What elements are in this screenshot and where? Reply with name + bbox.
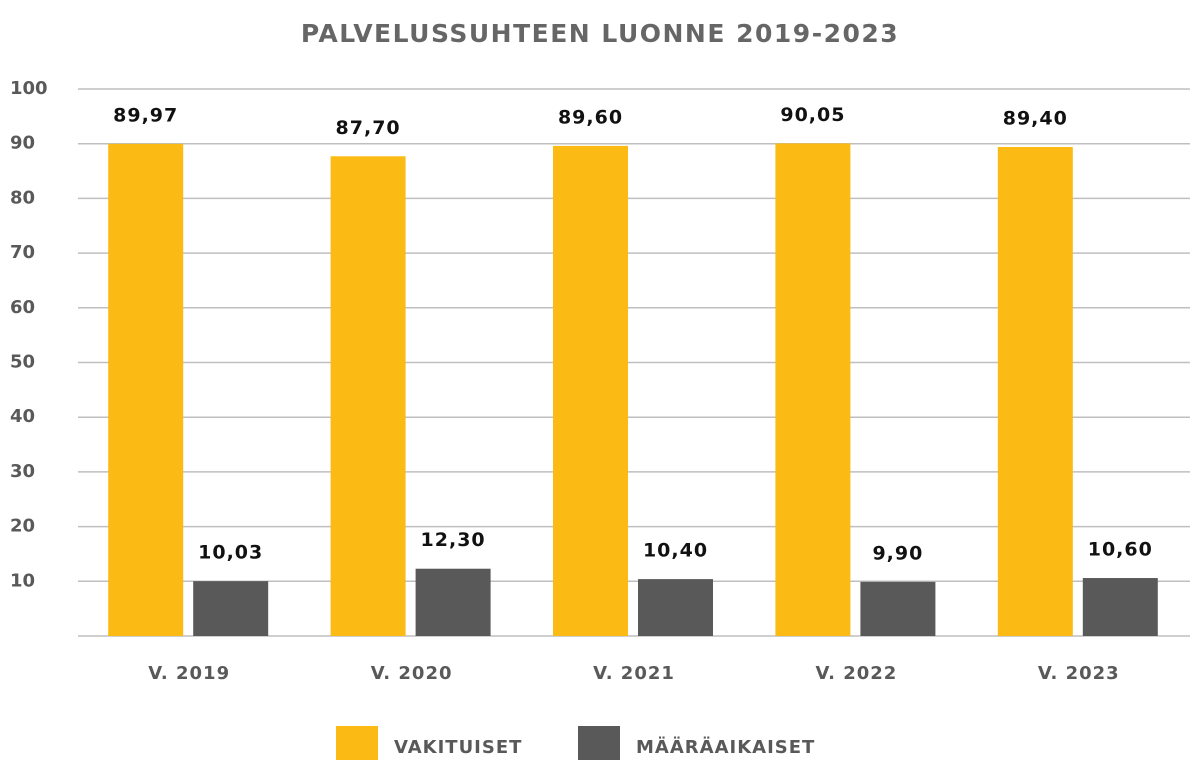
y-tick-label: 100 [10, 78, 48, 99]
legend-swatch [578, 726, 620, 760]
value-label: 90,05 [780, 104, 845, 126]
legend-label: MÄÄRÄAIKAISET [636, 736, 815, 758]
x-tick-label: V. 2019 [148, 663, 230, 684]
x-tick-label: V. 2022 [815, 663, 897, 684]
y-tick-label: 80 [10, 187, 35, 208]
y-tick-label: 40 [10, 406, 35, 427]
y-tick-label: 90 [10, 133, 35, 154]
y-tick-label: 50 [10, 352, 35, 373]
bar [415, 568, 491, 636]
chart-title: PALVELUSSUHTEEN LUONNE 2019-2023 [301, 19, 899, 48]
value-label: 89,97 [113, 104, 178, 126]
y-tick-label: 10 [10, 570, 35, 591]
bar [108, 143, 184, 636]
value-label: 10,03 [198, 542, 263, 564]
y-tick-label: 70 [10, 242, 35, 263]
bar [638, 579, 713, 636]
y-tick-label: 60 [10, 297, 35, 318]
value-label: 89,40 [1003, 107, 1068, 129]
bar [330, 156, 406, 636]
x-tick-label: V. 2021 [593, 663, 675, 684]
legend-swatch [336, 726, 378, 760]
x-tick-label: V. 2023 [1038, 663, 1120, 684]
bar [553, 145, 628, 636]
value-label: 87,70 [336, 117, 401, 139]
bar [997, 146, 1073, 636]
value-label: 10,40 [643, 540, 708, 562]
bar [860, 581, 936, 636]
value-label: 10,60 [1088, 539, 1153, 561]
value-label: 89,60 [558, 106, 623, 128]
y-tick-label: 20 [10, 516, 35, 537]
y-tick-label: 30 [10, 461, 35, 482]
bar [775, 143, 851, 636]
value-label: 12,30 [421, 529, 486, 551]
x-tick-label: V. 2020 [371, 663, 453, 684]
value-label: 9,90 [872, 542, 923, 564]
bar [193, 581, 269, 636]
legend-label: VAKITUISET [394, 737, 522, 758]
bar [1082, 578, 1158, 636]
